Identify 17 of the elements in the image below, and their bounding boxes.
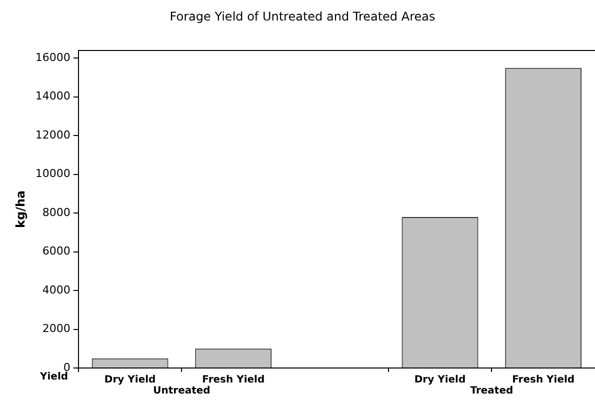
x-tick-label: Fresh Yield xyxy=(202,374,265,386)
text: Treated xyxy=(470,386,514,397)
x-axis-title: Yield xyxy=(39,372,68,383)
x-tick-label: Dry Yield xyxy=(104,374,156,386)
y-tick-label: 4000 xyxy=(42,283,70,296)
y-tick-label: 14000 xyxy=(35,90,70,103)
x-tick-label: Dry Yield xyxy=(414,374,466,386)
y-tick-label: 8000 xyxy=(42,206,70,219)
y-axis-title: kg/ha xyxy=(13,190,28,228)
y-tick-label: 2000 xyxy=(42,322,70,336)
y-tick-label: 6000 xyxy=(42,244,70,258)
chart-title: Forage Yield of Untreated and Treated Areas xyxy=(170,9,436,24)
text: Untreated xyxy=(153,386,210,397)
y-tick-label: 10000 xyxy=(35,167,70,180)
y-tick-label: 16000 xyxy=(35,51,70,64)
y-tick-label: 12000 xyxy=(35,128,70,142)
x-tick-label: Fresh Yield xyxy=(512,374,575,386)
